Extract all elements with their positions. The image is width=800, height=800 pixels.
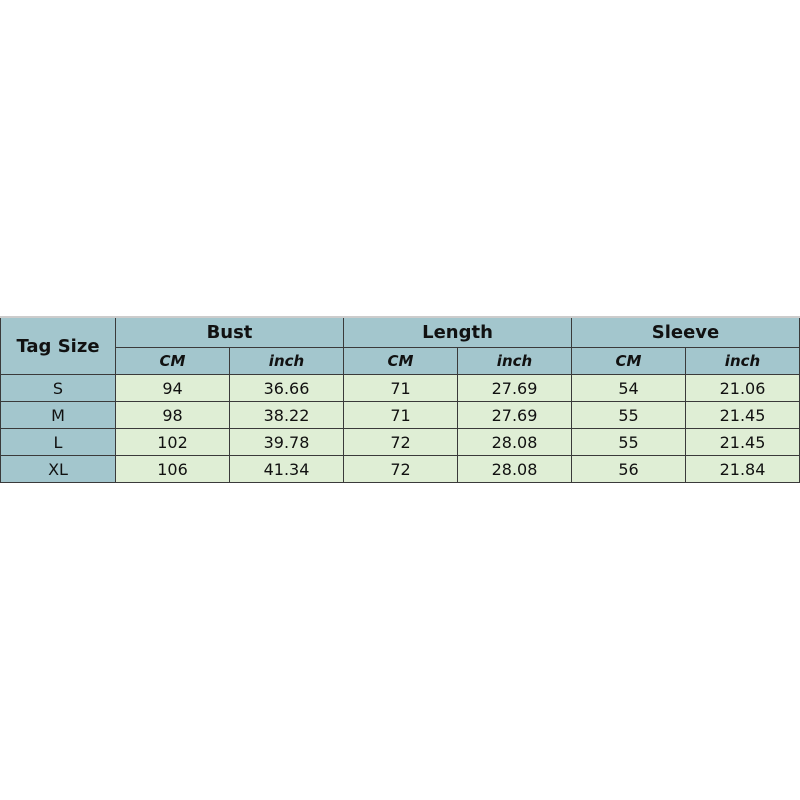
value-cell: 54: [571, 374, 686, 402]
table-row: S 94 36.66 71 27.69 54 21.06: [0, 374, 800, 402]
value-cell: 55: [571, 428, 686, 456]
table-row: XL 106 41.34 72 28.08 56 21.84: [0, 455, 800, 483]
table-row: L 102 39.78 72 28.08 55 21.45: [0, 428, 800, 456]
value-cell: 98: [115, 401, 230, 429]
size-cell: XL: [0, 455, 116, 483]
value-cell: 94: [115, 374, 230, 402]
value-cell: 27.69: [457, 401, 572, 429]
unit-header-cm: CM: [571, 347, 686, 375]
table-row: M 98 38.22 71 27.69 55 21.45: [0, 401, 800, 429]
value-cell: 102: [115, 428, 230, 456]
size-cell: S: [0, 374, 116, 402]
size-cell: M: [0, 401, 116, 429]
value-cell: 27.69: [457, 374, 572, 402]
unit-header-cm: CM: [115, 347, 230, 375]
unit-header-inch: inch: [229, 347, 344, 375]
bust-header: Bust: [115, 316, 344, 348]
value-cell: 71: [343, 374, 458, 402]
value-cell: 21.45: [685, 428, 800, 456]
unit-header-inch: inch: [457, 347, 572, 375]
value-cell: 106: [115, 455, 230, 483]
value-cell: 55: [571, 401, 686, 429]
header-row-groups: Tag Size Bust Length Sleeve: [0, 316, 800, 375]
tag-size-header: Tag Size: [0, 316, 116, 375]
value-cell: 36.66: [229, 374, 344, 402]
value-cell: 28.08: [457, 428, 572, 456]
value-cell: 56: [571, 455, 686, 483]
value-cell: 71: [343, 401, 458, 429]
unit-header-cm: CM: [343, 347, 458, 375]
value-cell: 28.08: [457, 455, 572, 483]
value-cell: 21.84: [685, 455, 800, 483]
value-cell: 72: [343, 455, 458, 483]
size-cell: L: [0, 428, 116, 456]
length-header: Length: [343, 316, 572, 348]
size-chart-table: Tag Size Bust Length Sleeve CM inch CM i…: [0, 316, 800, 483]
value-cell: 21.06: [685, 374, 800, 402]
value-cell: 38.22: [229, 401, 344, 429]
header-row-units: CM inch CM inch CM inch: [1, 347, 800, 375]
value-cell: 72: [343, 428, 458, 456]
value-cell: 41.34: [229, 455, 344, 483]
sleeve-header: Sleeve: [571, 316, 800, 348]
value-cell: 39.78: [229, 428, 344, 456]
value-cell: 21.45: [685, 401, 800, 429]
unit-header-inch: inch: [685, 347, 800, 375]
